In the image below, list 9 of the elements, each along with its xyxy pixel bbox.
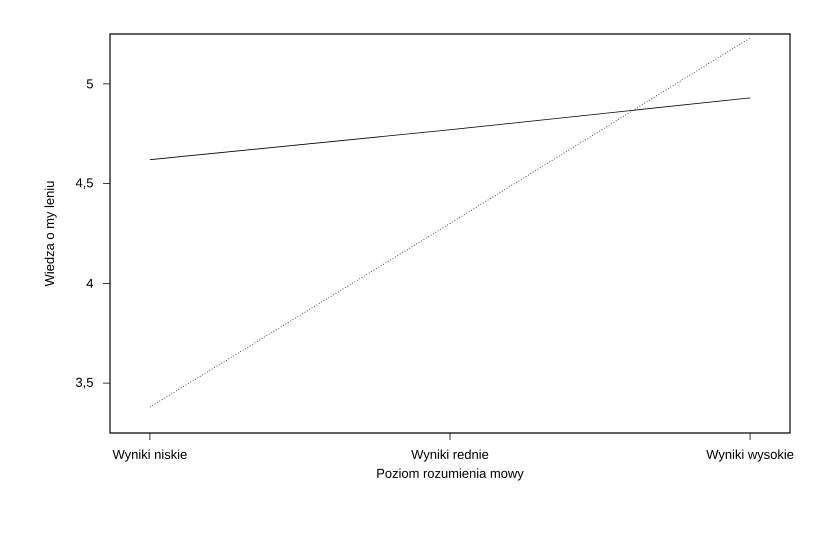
y-tick-label: 5 bbox=[86, 79, 93, 88]
x-tick-label: Wyniki wysokie bbox=[706, 450, 794, 462]
y-tick-label: 4 bbox=[86, 278, 94, 288]
y-tick-label: 3,5 bbox=[76, 378, 93, 388]
y-axis-title: Wiedza o my leniu bbox=[44, 181, 57, 286]
x-tick-label: Wyniki niskie bbox=[112, 450, 187, 462]
y-tick-label: 4,5 bbox=[76, 178, 93, 189]
x-tick-label: Wyniki rednie bbox=[411, 450, 488, 462]
x-axis-title: Poziom rozumienia mowy bbox=[377, 468, 524, 481]
